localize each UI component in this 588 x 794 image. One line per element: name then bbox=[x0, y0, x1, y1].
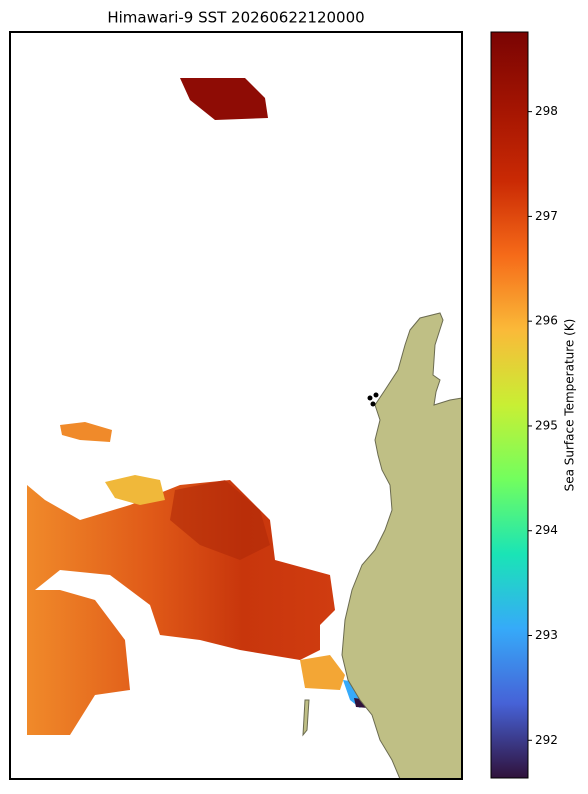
island bbox=[367, 395, 373, 401]
colorbar-tick-label: 296 bbox=[535, 314, 558, 328]
sst-patch bbox=[170, 480, 270, 560]
map-frame bbox=[9, 31, 463, 780]
sst-patch bbox=[180, 78, 268, 120]
colorbar-tick-label: 292 bbox=[535, 733, 558, 747]
sst-patch bbox=[60, 422, 112, 442]
colorbar-label: Sea Surface Temperature (K) bbox=[563, 319, 577, 492]
colorbar-tick-label: 295 bbox=[535, 418, 558, 432]
sst-patch bbox=[105, 475, 165, 505]
colorbar-ticks: 292 293 294 295 296 297 298 bbox=[528, 104, 558, 747]
colorbar-tick-label: 293 bbox=[535, 628, 558, 642]
sst-patch bbox=[300, 655, 345, 690]
map-title: Himawari-9 SST 20260622120000 bbox=[107, 9, 364, 27]
colorbar-tick-label: 297 bbox=[535, 209, 558, 223]
colorbar-tick-label: 294 bbox=[535, 523, 558, 537]
island bbox=[373, 392, 379, 398]
island bbox=[370, 401, 376, 407]
colorbar bbox=[490, 31, 529, 779]
land bbox=[341, 312, 462, 779]
land bbox=[302, 699, 310, 737]
colorbar-tick-label: 298 bbox=[535, 104, 558, 118]
map-area bbox=[10, 32, 462, 779]
